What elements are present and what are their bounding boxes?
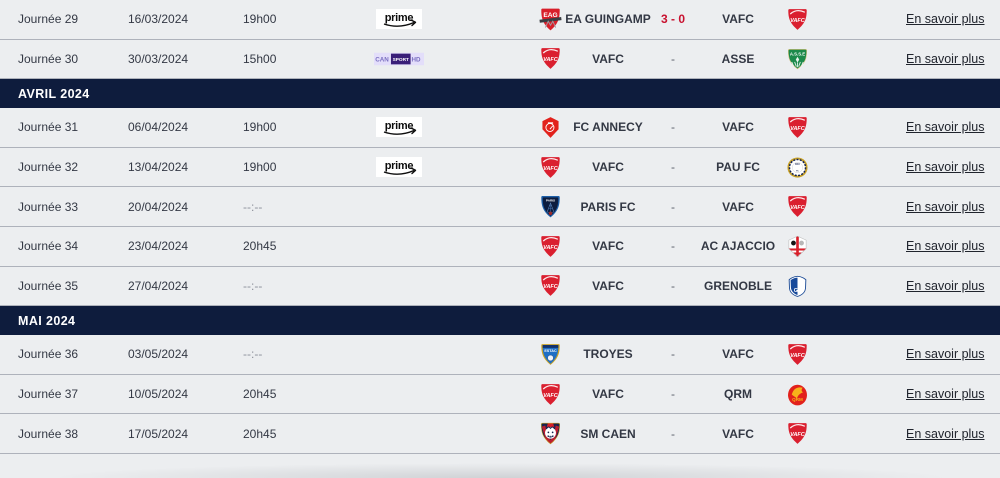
svg-text:SPORT: SPORT: [393, 57, 409, 63]
svg-text:HD: HD: [411, 57, 421, 64]
svg-text:prime: prime: [385, 12, 414, 24]
svg-text:CAN: CAN: [375, 57, 389, 64]
svg-text:prime: prime: [385, 120, 414, 132]
svg-text:prime: prime: [385, 160, 414, 172]
